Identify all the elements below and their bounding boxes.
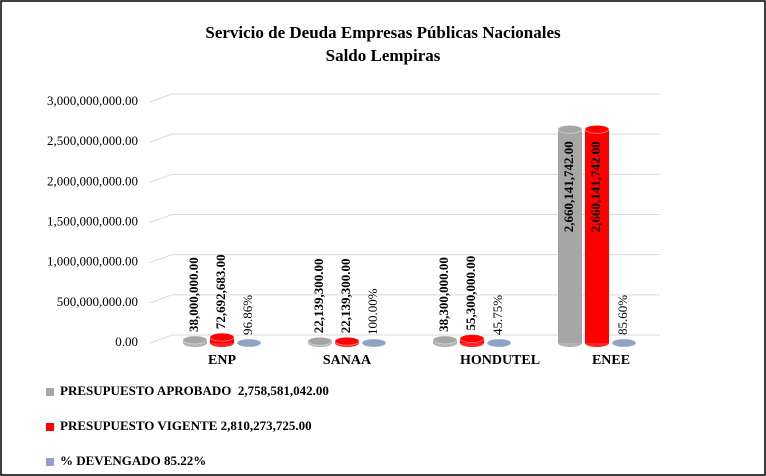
bar-part [182, 335, 208, 345]
bar [611, 338, 637, 348]
y-tick-label: 1,500,000,000.00 [47, 213, 138, 228]
data-label: 22,139,300.00 [338, 258, 353, 333]
grid-line [149, 93, 660, 103]
legend-label: % DEVENGADO 85.22% [60, 453, 206, 468]
bar [486, 338, 512, 348]
bar-part [611, 338, 637, 348]
data-label: 72,692,683.00 [213, 254, 228, 329]
y-tick-label: 1,000,000,000.00 [47, 254, 138, 269]
y-tick-label: 2,000,000,000.00 [47, 173, 138, 188]
data-label: 38,000,000.00 [186, 257, 201, 332]
y-tick-label: 2,500,000,000.00 [47, 133, 138, 148]
bar [459, 334, 485, 347]
legend-swatch [46, 423, 54, 431]
bar-part [361, 338, 387, 348]
bar [361, 338, 387, 348]
bar [236, 338, 262, 348]
chart-subtitle: Saldo Lempiras [326, 46, 441, 65]
bar [307, 336, 333, 347]
data-label: 2,660,141,742.00 [561, 141, 576, 232]
data-label: 45.75% [490, 295, 505, 335]
x-tick-label: ENEE [592, 353, 630, 368]
data-label: 22,139,300.00 [311, 258, 326, 333]
bar-part [486, 338, 512, 348]
grid-line [149, 133, 660, 143]
grid-line [149, 173, 660, 183]
legend-swatch [46, 388, 54, 396]
bar [432, 335, 458, 347]
legend-label: PRESUPUESTO VIGENTE 2,810,273,725.00 [60, 418, 312, 433]
bar [584, 124, 610, 347]
bar-part [209, 332, 235, 342]
grid-line [149, 254, 660, 264]
bar [334, 336, 360, 347]
data-label: 2,660,141,742.00 [588, 141, 603, 232]
x-tick-label: SANAA [323, 353, 372, 368]
bar-part [459, 334, 485, 343]
bar-part [558, 129, 582, 343]
bar-part [432, 335, 458, 345]
data-label: 100.00% [365, 288, 380, 335]
data-label: 55,300,000.00 [463, 256, 478, 331]
data-label: 85.60% [615, 295, 630, 335]
y-tick-label: 3,000,000,000.00 [47, 93, 138, 108]
data-label: 96.86% [240, 295, 255, 335]
x-tick-label: ENP [208, 353, 236, 368]
chart-title: Servicio de Deuda Empresas Públicas Naci… [205, 23, 561, 42]
x-tick-label: HONDUTEL [460, 353, 540, 368]
grid-line [149, 214, 660, 223]
bar [557, 124, 583, 347]
bar-part [584, 124, 610, 134]
bar-part [585, 129, 609, 343]
grid-line [149, 294, 660, 304]
bar [182, 335, 208, 347]
legend-swatch [46, 458, 54, 466]
bar-part [236, 338, 262, 348]
data-label: 38,300,000.00 [436, 257, 451, 332]
bar [209, 332, 235, 347]
legend-label: PRESUPUESTO APROBADO 2,758,581,042.00 [60, 383, 329, 398]
bar-part [307, 336, 333, 346]
y-tick-label: 0.00 [115, 334, 138, 349]
bar-part [334, 336, 360, 346]
grid-line [149, 334, 660, 344]
bar-part [557, 124, 583, 134]
y-tick-label: 500,000,000.00 [57, 294, 138, 309]
